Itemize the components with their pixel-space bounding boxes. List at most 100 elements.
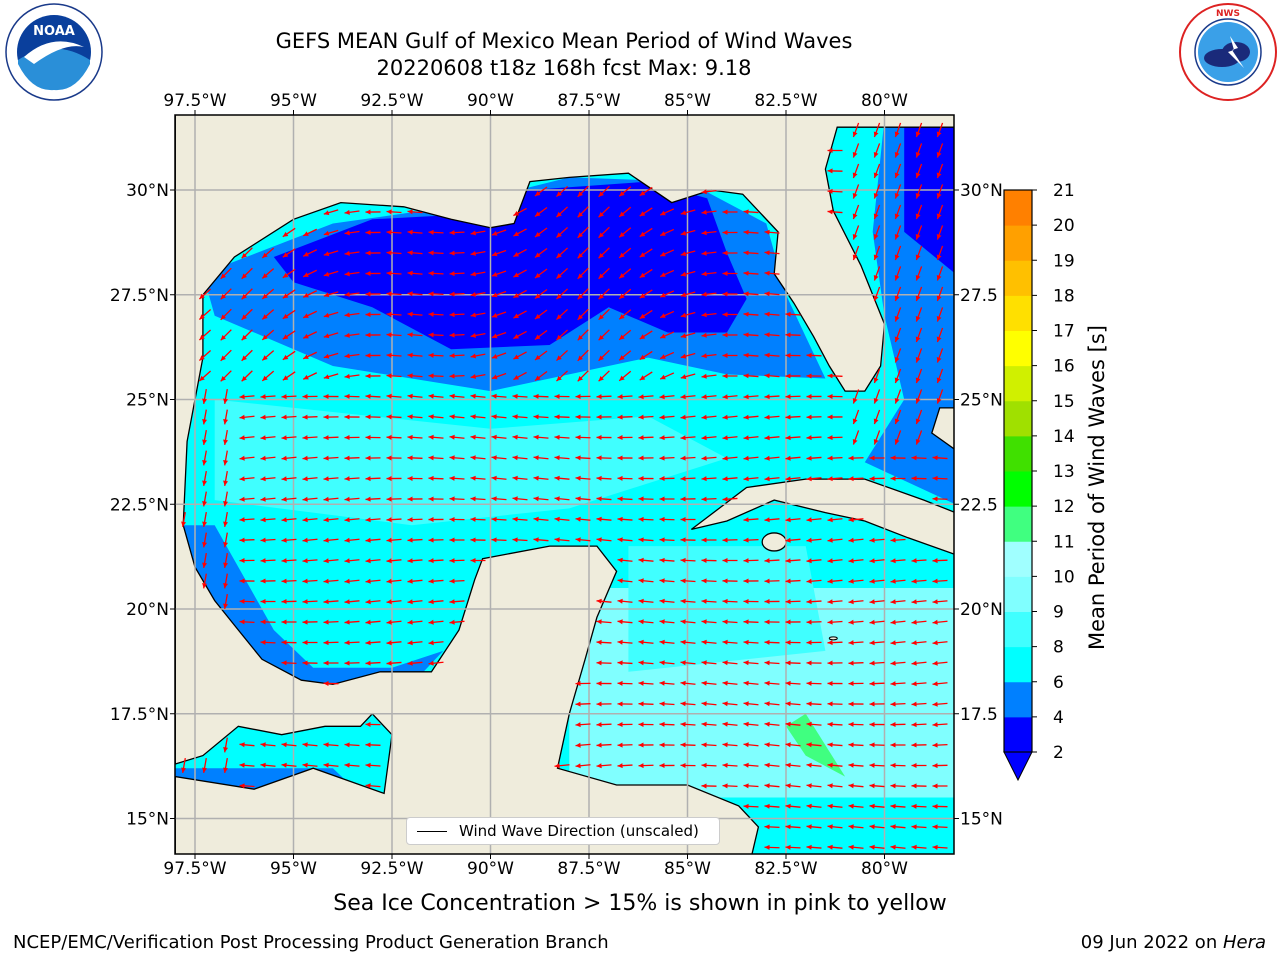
wind-wave-arrow: [806, 435, 822, 441]
colorbar-label: 20: [1053, 216, 1075, 236]
arrow-head: [873, 377, 879, 384]
wind-wave-arrow: [743, 639, 759, 645]
wind-wave-arrow: [617, 455, 633, 461]
wind-wave-arrow: [260, 455, 276, 461]
arrow-head: [491, 516, 497, 522]
arrow-head: [202, 521, 208, 527]
wind-wave-arrow: [785, 639, 801, 645]
wind-wave-arrow: [282, 371, 296, 381]
wind-wave-arrow: [618, 309, 632, 320]
arrow-head: [554, 516, 560, 522]
arrow-head: [852, 131, 858, 138]
wind-wave-arrow: [639, 248, 653, 258]
wind-wave-arrow: [936, 307, 944, 322]
colorbar-segment: [1004, 611, 1032, 648]
wind-wave-arrow: [764, 844, 780, 850]
wind-wave-arrow: [722, 578, 738, 584]
arrow-head: [659, 455, 665, 461]
arrow-head: [577, 293, 583, 300]
arrow-head: [639, 354, 646, 360]
wind-wave-arrow: [512, 393, 528, 399]
arrow-head: [894, 315, 900, 322]
arrow-head: [598, 293, 604, 300]
arrow-head: [303, 292, 309, 298]
wind-wave-arrow: [260, 537, 276, 543]
wind-wave-arrow: [577, 288, 589, 300]
wind-wave-arrow: [428, 578, 444, 584]
arrow-head: [639, 231, 646, 237]
arrow-head: [722, 209, 728, 215]
wind-wave-arrow: [936, 143, 944, 158]
wind-wave-arrow: [680, 557, 696, 563]
wind-wave-arrow: [449, 496, 465, 502]
wind-wave-arrow: [202, 758, 208, 773]
wind-wave-arrow: [873, 184, 881, 199]
arrow-head: [449, 578, 455, 584]
arrow-head: [617, 435, 623, 441]
wind-wave-arrow: [701, 189, 717, 195]
arrow-head: [407, 229, 413, 235]
wind-wave-arrow: [365, 599, 381, 605]
arrow-head: [852, 438, 858, 445]
wind-wave-arrow: [827, 619, 843, 625]
wind-wave-arrow: [449, 475, 465, 481]
arrow-head: [680, 394, 686, 400]
arrow-head: [554, 455, 560, 461]
arrow-head: [701, 189, 707, 195]
arrow-head: [534, 211, 541, 217]
arrow-head: [915, 418, 921, 425]
arrow-head: [386, 229, 392, 235]
arrow-head: [491, 292, 498, 298]
arrow-head: [785, 435, 791, 441]
arrow-head: [407, 599, 413, 605]
wind-wave-arrow: [680, 455, 696, 461]
arrow-head: [894, 131, 900, 138]
colorbar-segment: [1004, 576, 1032, 612]
arrow-head: [915, 131, 921, 138]
wind-wave-arrow: [470, 496, 486, 502]
arrow-head: [932, 640, 938, 646]
arrow-head: [323, 742, 329, 748]
wind-wave-arrow: [806, 414, 822, 420]
arrow-head: [407, 414, 413, 420]
wind-wave-arrow: [659, 249, 675, 257]
wind-wave-arrow: [407, 558, 423, 564]
arrow-head: [596, 639, 602, 645]
wind-wave-arrow: [575, 475, 591, 481]
wind-wave-arrow: [873, 122, 881, 138]
lon-tick-top: 92.5°W: [360, 91, 423, 111]
footer-date: 09 Jun 2022 on Hera: [1081, 932, 1266, 953]
arrow-head: [617, 537, 623, 543]
wind-wave-arrow: [785, 517, 801, 523]
arrow-head: [365, 230, 371, 236]
arrow-head: [577, 252, 583, 259]
wind-wave-arrow: [680, 435, 696, 441]
wind-wave-arrow: [638, 435, 654, 441]
arrow-head: [873, 131, 879, 138]
wind-wave-arrow: [428, 640, 444, 646]
arrow-head: [534, 272, 541, 278]
wind-wave-arrow: [617, 414, 633, 420]
wind-wave-arrow: [638, 721, 654, 727]
arrow-head: [827, 783, 833, 789]
arrow-head: [202, 419, 208, 425]
arrow-head: [827, 455, 833, 461]
wind-wave-arrow: [894, 286, 902, 302]
wind-wave-arrow: [302, 537, 318, 543]
arrow-head: [785, 721, 791, 727]
wind-wave-arrow: [281, 435, 297, 441]
wind-wave-arrow: [617, 639, 633, 645]
arrow-head: [932, 783, 938, 789]
wind-wave-arrow: [932, 824, 948, 830]
arrow-head: [302, 619, 308, 625]
wind-wave-arrow: [556, 185, 568, 198]
wind-wave-arrow: [428, 229, 444, 235]
arrow-head: [386, 660, 392, 666]
arrow-head: [323, 414, 329, 420]
wind-wave-arrow: [556, 308, 568, 321]
arrow-head: [428, 496, 434, 502]
wind-wave-arrow: [575, 394, 591, 400]
colorbar-label: 9: [1053, 603, 1064, 623]
arrow-head: [344, 762, 350, 768]
lat-tick-right: 30°N: [960, 181, 1003, 201]
